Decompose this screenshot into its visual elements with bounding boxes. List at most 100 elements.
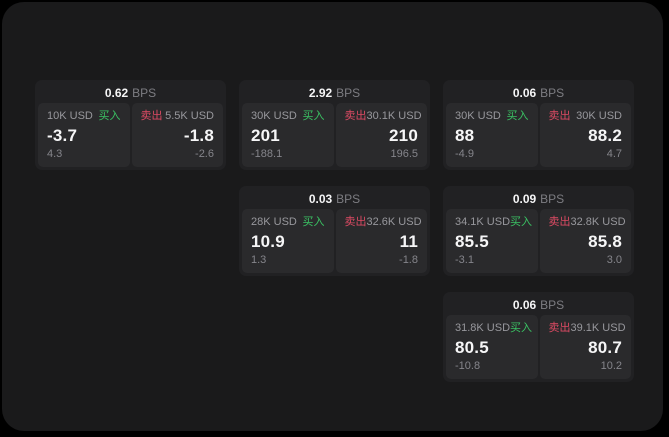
bps-value: 0.09 <box>512 192 537 206</box>
buy-amount: 30K USD <box>251 110 297 122</box>
sell-panel-top: 卖出 32.6K USD <box>344 216 422 229</box>
buy-delta: -10.8 <box>455 360 481 372</box>
sell-amount: 5.5K USD <box>165 110 214 122</box>
buy-delta: -4.9 <box>455 148 474 160</box>
sell-amount: 39.1K USD <box>570 322 626 334</box>
sell-side-label: 卖出 <box>548 110 571 122</box>
buy-amount: 31.8K USD <box>455 322 511 334</box>
buy-delta: 1.3 <box>251 254 267 266</box>
sell-quote-panel[interactable]: 卖出 39.1K USD 80.7 10.2 <box>539 315 631 379</box>
sell-side-label: 卖出 <box>344 216 367 228</box>
sell-delta: 10.2 <box>600 360 622 372</box>
bps-header: 0.06 BPS <box>446 295 631 315</box>
quote-card-1: 0.62 BPS 10K USD 买入 -3.7 4.3 卖出 5.5K USD <box>35 80 226 170</box>
sell-delta: 3.0 <box>606 254 622 266</box>
bps-value: 0.62 <box>104 86 129 100</box>
buy-side-label: 买入 <box>98 110 121 122</box>
sell-amount: 30K USD <box>576 110 622 122</box>
bps-value: 2.92 <box>308 86 333 100</box>
buy-delta: -3.1 <box>455 254 474 266</box>
buy-quote-panel[interactable]: 28K USD 买入 10.9 1.3 <box>242 209 334 273</box>
sell-amount: 32.6K USD <box>366 216 422 228</box>
sell-quote-panel[interactable]: 卖出 32.6K USD 11 -1.8 <box>335 209 427 273</box>
bps-unit-label: BPS <box>336 86 361 100</box>
buy-price: 88 <box>455 126 475 145</box>
sell-price: 11 <box>399 232 418 251</box>
sell-quote-panel[interactable]: 卖出 5.5K USD -1.8 -2.6 <box>131 103 223 167</box>
buy-price: 85.5 <box>455 232 489 251</box>
buy-panel-top: 31.8K USD 买入 <box>455 322 533 335</box>
bps-header: 0.03 BPS <box>242 189 427 209</box>
sell-price: 210 <box>389 126 418 145</box>
sell-panel-top: 卖出 30.1K USD <box>344 110 422 123</box>
sell-quote-panel[interactable]: 卖出 32.8K USD 85.8 3.0 <box>539 209 631 273</box>
bps-header: 0.09 BPS <box>446 189 631 209</box>
buy-side-label: 买入 <box>506 110 529 122</box>
sell-panel-top: 卖出 5.5K USD <box>141 110 215 123</box>
buy-side-label: 买入 <box>302 110 325 122</box>
sell-side-label: 卖出 <box>548 216 571 228</box>
buy-panel-top: 30K USD 买入 <box>251 110 325 123</box>
buy-price: 80.5 <box>455 338 489 357</box>
quote-panels: 30K USD 买入 201 -188.1 卖出 30.1K USD 210 1… <box>242 103 427 167</box>
buy-quote-panel[interactable]: 31.8K USD 买入 80.5 -10.8 <box>446 315 538 379</box>
buy-quote-panel[interactable]: 10K USD 买入 -3.7 4.3 <box>38 103 130 167</box>
sell-delta: -1.8 <box>399 254 418 266</box>
quote-card-6: 0.06 BPS 31.8K USD 买入 80.5 -10.8 卖出 39.1… <box>443 292 634 382</box>
quote-card-grid: 0.62 BPS 10K USD 买入 -3.7 4.3 卖出 5.5K USD <box>35 80 634 382</box>
buy-price: 10.9 <box>251 232 285 251</box>
bps-unit-label: BPS <box>540 298 565 312</box>
sell-side-label: 卖出 <box>548 322 571 334</box>
sell-panel-top: 卖出 32.8K USD <box>548 216 626 229</box>
bps-value: 0.06 <box>512 298 537 312</box>
sell-panel-top: 卖出 30K USD <box>549 110 623 123</box>
bps-header: 2.92 BPS <box>242 83 427 103</box>
quote-panels: 30K USD 买入 88 -4.9 卖出 30K USD 88.2 4.7 <box>446 103 631 167</box>
buy-panel-top: 34.1K USD 买入 <box>455 216 533 229</box>
sell-delta: 4.7 <box>606 148 622 160</box>
sell-delta: 196.5 <box>390 148 418 160</box>
quote-panels: 34.1K USD 买入 85.5 -3.1 卖出 32.8K USD 85.8… <box>446 209 631 273</box>
bps-header: 0.62 BPS <box>38 83 223 103</box>
buy-quote-panel[interactable]: 30K USD 买入 201 -188.1 <box>242 103 334 167</box>
buy-amount: 28K USD <box>251 216 297 228</box>
sell-quote-panel[interactable]: 卖出 30K USD 88.2 4.7 <box>539 103 631 167</box>
buy-delta: -188.1 <box>251 148 283 160</box>
sell-price: 80.7 <box>588 338 622 357</box>
bps-unit-label: BPS <box>540 192 565 206</box>
bps-unit-label: BPS <box>336 192 361 206</box>
buy-quote-panel[interactable]: 30K USD 买入 88 -4.9 <box>446 103 538 167</box>
sell-price: 88.2 <box>588 126 622 145</box>
buy-quote-panel[interactable]: 34.1K USD 买入 85.5 -3.1 <box>446 209 538 273</box>
sell-amount: 32.8K USD <box>570 216 626 228</box>
buy-panel-top: 10K USD 买入 <box>47 110 121 123</box>
buy-panel-top: 28K USD 买入 <box>251 216 325 229</box>
quote-card-2: 2.92 BPS 30K USD 买入 201 -188.1 卖出 30.1K … <box>239 80 430 170</box>
quote-panels: 28K USD 买入 10.9 1.3 卖出 32.6K USD 11 -1.8 <box>242 209 427 273</box>
quote-card-4: 0.03 BPS 28K USD 买入 10.9 1.3 卖出 32.6K US… <box>239 186 430 276</box>
quote-panels: 31.8K USD 买入 80.5 -10.8 卖出 39.1K USD 80.… <box>446 315 631 379</box>
sell-side-label: 卖出 <box>140 110 163 122</box>
quote-panels: 10K USD 买入 -3.7 4.3 卖出 5.5K USD -1.8 -2.… <box>38 103 223 167</box>
buy-side-label: 买入 <box>302 216 325 228</box>
sell-side-label: 卖出 <box>344 110 367 122</box>
buy-amount: 10K USD <box>47 110 93 122</box>
buy-price: -3.7 <box>47 126 78 145</box>
buy-amount: 30K USD <box>455 110 501 122</box>
buy-side-label: 买入 <box>510 216 533 228</box>
bps-value: 0.06 <box>512 86 537 100</box>
bps-value: 0.03 <box>308 192 333 206</box>
quote-card-5: 0.09 BPS 34.1K USD 买入 85.5 -3.1 卖出 32.8K… <box>443 186 634 276</box>
buy-panel-top: 30K USD 买入 <box>455 110 529 123</box>
buy-amount: 34.1K USD <box>455 216 511 228</box>
app-window: 0.62 BPS 10K USD 买入 -3.7 4.3 卖出 5.5K USD <box>2 2 663 431</box>
sell-quote-panel[interactable]: 卖出 30.1K USD 210 196.5 <box>335 103 427 167</box>
sell-price: -1.8 <box>183 126 214 145</box>
bps-header: 0.06 BPS <box>446 83 631 103</box>
quote-card-3: 0.06 BPS 30K USD 买入 88 -4.9 卖出 30K USD <box>443 80 634 170</box>
sell-panel-top: 卖出 39.1K USD <box>548 322 626 335</box>
sell-delta: -2.6 <box>195 148 214 160</box>
bps-unit-label: BPS <box>132 86 157 100</box>
buy-side-label: 买入 <box>510 322 533 334</box>
sell-amount: 30.1K USD <box>366 110 422 122</box>
